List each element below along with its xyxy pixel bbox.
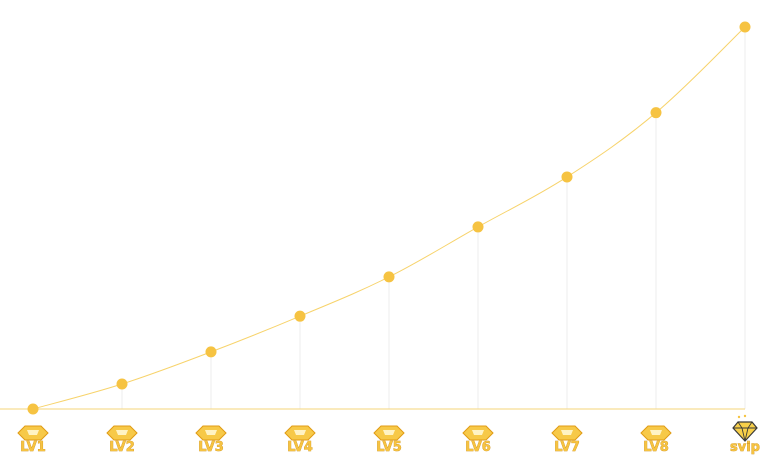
level-tick-lv1: LV1 bbox=[17, 425, 49, 455]
level-label: LV3 bbox=[198, 440, 224, 455]
level-tick-lv3: LV3 bbox=[195, 425, 227, 455]
level-label: LV5 bbox=[376, 440, 402, 455]
diamond-icon bbox=[732, 414, 758, 442]
gem-icon bbox=[17, 425, 49, 441]
level-label: svip bbox=[730, 440, 760, 455]
data-point-lv7[interactable] bbox=[561, 171, 573, 183]
level-label: LV7 bbox=[554, 440, 580, 455]
level-axis: LV1 LV2 LV3 LV4 LV5 LV6 LV7 LV8 svip bbox=[17, 414, 760, 455]
gem-icon bbox=[640, 425, 672, 441]
level-label: LV8 bbox=[643, 440, 669, 455]
gem-icon bbox=[462, 425, 494, 441]
level-tick-svip: svip bbox=[730, 414, 760, 455]
gem-icon bbox=[106, 425, 138, 441]
data-point-lv6[interactable] bbox=[472, 221, 484, 233]
data-point-svip[interactable] bbox=[739, 21, 751, 33]
level-label: LV2 bbox=[109, 440, 135, 455]
level-tick-lv5: LV5 bbox=[373, 425, 405, 455]
drop-lines bbox=[121, 27, 746, 409]
gem-icon bbox=[195, 425, 227, 441]
gem-icon bbox=[551, 425, 583, 441]
data-point-lv8[interactable] bbox=[650, 107, 662, 119]
series-line bbox=[32, 26, 746, 410]
level-tick-lv7: LV7 bbox=[551, 425, 583, 455]
data-point-lv2[interactable] bbox=[116, 378, 128, 390]
gem-icon bbox=[373, 425, 405, 441]
gem-icon bbox=[284, 425, 316, 441]
data-points bbox=[27, 21, 751, 415]
level-tick-lv6: LV6 bbox=[462, 425, 494, 455]
level-label: LV1 bbox=[20, 440, 46, 455]
data-point-lv1[interactable] bbox=[27, 403, 39, 415]
level-tick-lv8: LV8 bbox=[640, 425, 672, 455]
level-label: LV6 bbox=[465, 440, 491, 455]
level-label: LV4 bbox=[287, 440, 313, 455]
level-tick-lv4: LV4 bbox=[284, 425, 316, 455]
data-point-lv5[interactable] bbox=[383, 271, 395, 283]
data-point-lv3[interactable] bbox=[205, 346, 217, 358]
data-point-lv4[interactable] bbox=[294, 310, 306, 322]
level-tick-lv2: LV2 bbox=[106, 425, 138, 455]
